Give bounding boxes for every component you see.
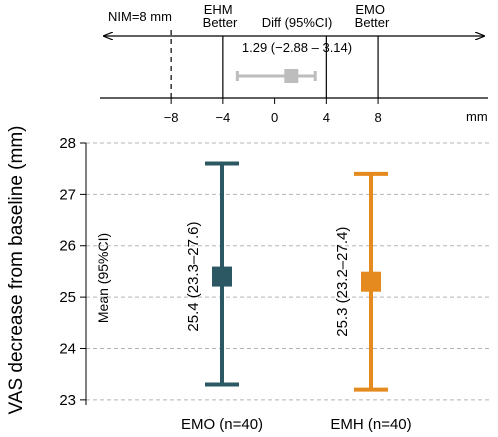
forest-unit-label: mm — [466, 109, 488, 124]
mean-marker — [361, 271, 381, 292]
emo-better-label: EMO Better — [355, 2, 390, 30]
y-axis-label: VAS decrease from baseline (mm) — [6, 126, 27, 415]
y-tick-label: 26 — [59, 238, 76, 255]
mean-ci-annotation: 25.3 (23.2–27.4) — [334, 227, 351, 337]
mean-ci-chart: VAS decrease from baseline (mm) Mean (95… — [6, 126, 492, 433]
group-label: EMH (n=40) — [330, 416, 411, 433]
y-tick-label: 23 — [59, 392, 76, 409]
diff-estimate-text: 1.29 (−2.88 – 3.14) — [242, 40, 352, 55]
y-tick-label: 25 — [59, 289, 76, 306]
nim-label: NIM=8 mm — [108, 9, 172, 24]
forest-tick-label: −4 — [215, 110, 230, 125]
mean-ci-annotation: 25.4 (23.3–27.6) — [185, 222, 202, 332]
diff-estimate-marker — [284, 69, 299, 83]
y-tick-label: 28 — [59, 135, 76, 152]
group-label: EMO (n=40) — [181, 416, 263, 433]
ehm-better-label: EHM Better — [203, 2, 238, 30]
inner-mean-label: Mean (95%CI) — [95, 233, 111, 323]
mean-marker — [212, 266, 232, 287]
forest-tick-label: 4 — [323, 110, 330, 125]
forest-tick-label: −8 — [164, 110, 179, 125]
diff-label: Diff (95%CI) — [262, 15, 333, 30]
difference-forest-panel: −8 −4 0 4 8 NIM=8 mm EHM Better EMO Better D… — [100, 2, 488, 125]
forest-tick-label: 8 — [374, 110, 381, 125]
y-tick-label: 27 — [59, 186, 76, 203]
forest-tick-label: 0 — [271, 110, 278, 125]
y-tick-label: 24 — [59, 340, 76, 357]
